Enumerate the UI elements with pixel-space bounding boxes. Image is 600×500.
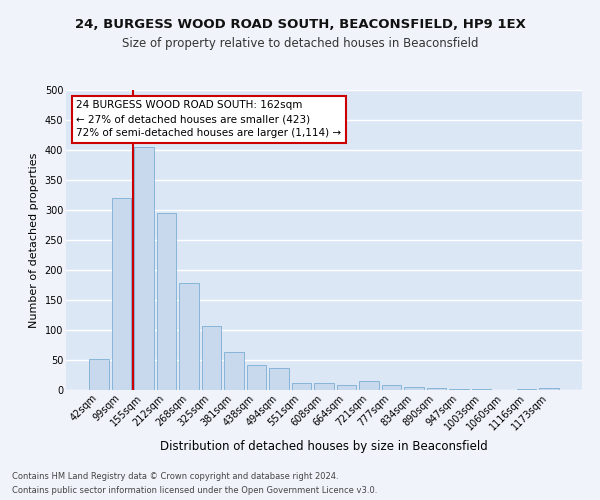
Bar — [382, 384, 401, 390]
Y-axis label: Number of detached properties: Number of detached properties — [29, 152, 39, 328]
Text: Contains public sector information licensed under the Open Government Licence v3: Contains public sector information licen… — [12, 486, 377, 495]
Text: 24, BURGESS WOOD ROAD SOUTH, BEACONSFIELD, HP9 1EX: 24, BURGESS WOOD ROAD SOUTH, BEACONSFIEL… — [74, 18, 526, 30]
Bar — [404, 387, 424, 390]
Text: 24 BURGESS WOOD ROAD SOUTH: 162sqm
← 27% of detached houses are smaller (423)
72: 24 BURGESS WOOD ROAD SOUTH: 162sqm ← 27%… — [76, 100, 341, 138]
Bar — [112, 198, 131, 390]
Text: Size of property relative to detached houses in Beaconsfield: Size of property relative to detached ho… — [122, 38, 478, 51]
Bar — [179, 283, 199, 390]
Bar — [427, 388, 446, 390]
Bar — [359, 381, 379, 390]
Bar — [134, 147, 154, 390]
X-axis label: Distribution of detached houses by size in Beaconsfield: Distribution of detached houses by size … — [160, 440, 488, 454]
Bar — [202, 326, 221, 390]
Bar — [157, 213, 176, 390]
Bar — [314, 384, 334, 390]
Text: Contains HM Land Registry data © Crown copyright and database right 2024.: Contains HM Land Registry data © Crown c… — [12, 472, 338, 481]
Bar — [247, 366, 266, 390]
Bar — [89, 359, 109, 390]
Bar — [269, 368, 289, 390]
Bar — [224, 352, 244, 390]
Bar — [337, 384, 356, 390]
Bar — [539, 388, 559, 390]
Bar — [292, 384, 311, 390]
